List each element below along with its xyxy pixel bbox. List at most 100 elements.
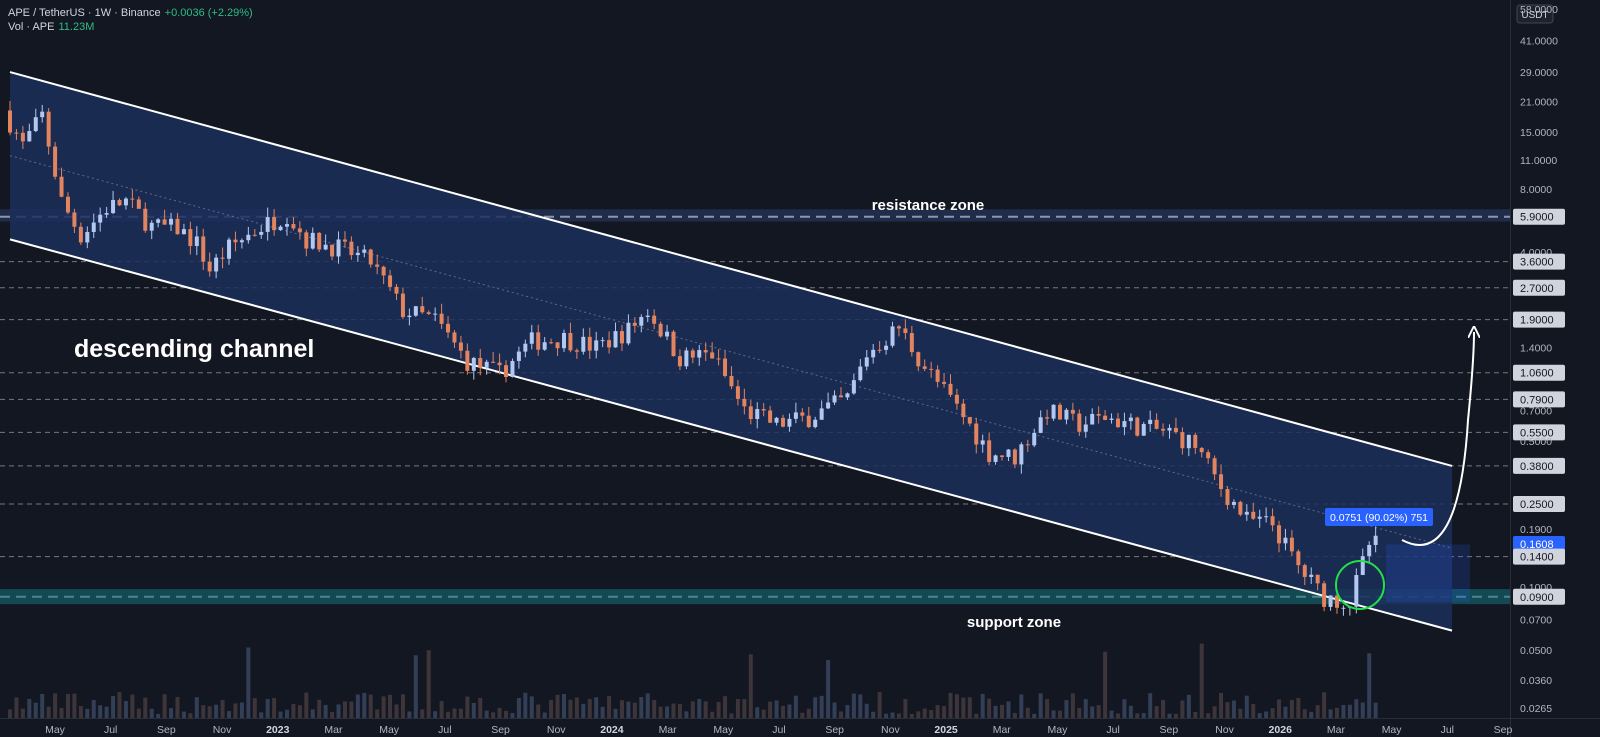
candle	[742, 388, 747, 415]
candle-body	[388, 275, 393, 287]
candle-body	[394, 286, 399, 294]
candle-body	[1315, 574, 1320, 584]
candle	[729, 366, 734, 390]
candle	[317, 232, 322, 253]
volume-bar	[1347, 704, 1352, 718]
current-price-label: 0.1608	[1520, 539, 1554, 551]
volume-bar	[497, 707, 502, 718]
volume-bar	[394, 704, 399, 718]
volume-bar	[27, 698, 32, 718]
volume-bar	[793, 695, 798, 718]
candle-body	[619, 331, 624, 344]
candle	[284, 217, 289, 236]
volume-bar	[407, 711, 412, 718]
candle	[864, 350, 869, 371]
candle	[65, 192, 70, 215]
candle-body	[220, 257, 225, 259]
candle	[1309, 567, 1314, 584]
volume-bar	[690, 701, 695, 718]
candle	[104, 206, 109, 218]
candle-body	[987, 440, 992, 462]
candle-body	[310, 232, 315, 249]
time-tick-label: 2025	[934, 724, 958, 736]
volume-bar	[716, 701, 721, 718]
volume-bar	[1058, 710, 1062, 718]
volume-bar	[1180, 700, 1185, 718]
candle	[1180, 427, 1185, 455]
candle-body	[336, 239, 341, 257]
symbol-title[interactable]: APE / TetherUS · 1W · Binance	[8, 7, 161, 19]
candle-body	[516, 351, 521, 361]
volume-bar	[504, 710, 509, 718]
volume-bar	[136, 708, 141, 718]
level-price-label: 2.7000	[1520, 283, 1554, 295]
candle	[980, 434, 985, 453]
candle	[426, 310, 431, 316]
candle-body	[259, 231, 264, 235]
candle-body	[420, 306, 425, 313]
candle	[207, 252, 212, 277]
candle	[278, 225, 283, 231]
candle-body	[1154, 419, 1159, 429]
candle-body	[1115, 418, 1120, 428]
volume-bar	[59, 707, 64, 718]
candle-body	[1212, 458, 1217, 475]
candle-body	[130, 198, 135, 200]
price-tick-label: 0.0265	[1520, 703, 1552, 715]
candle	[1000, 455, 1005, 461]
candle	[523, 339, 528, 358]
candle	[1225, 486, 1230, 510]
candle	[549, 338, 554, 345]
candle-body	[1161, 428, 1166, 431]
candle-body	[484, 361, 489, 368]
candle-body	[1244, 511, 1249, 515]
time-axis[interactable]: May Jul Sep Nov 2023 Mar May Jul Sep Nov 2024 Mar Ma…	[45, 724, 1512, 736]
candle-body	[877, 349, 882, 351]
candle	[368, 248, 373, 268]
time-tick-label: Jul	[438, 724, 451, 736]
price-tick-label: 8.0000	[1520, 184, 1552, 196]
level-price-badge	[1513, 548, 1565, 565]
volume-bar	[272, 698, 277, 718]
candle-body	[1103, 415, 1108, 420]
volume-bar	[1328, 709, 1333, 718]
volume-bar	[748, 654, 753, 718]
candle-body	[1277, 525, 1282, 544]
candle-body	[1225, 489, 1230, 505]
volume-label[interactable]: Vol · APE	[8, 21, 55, 33]
candle-body	[330, 244, 335, 257]
candle	[1193, 432, 1198, 454]
time-tick-label: Sep	[1494, 724, 1513, 736]
volume-bar	[98, 705, 103, 718]
annotation-descending-channel: descending channel	[74, 335, 314, 363]
candle-body	[1257, 516, 1262, 519]
candle-body	[716, 358, 721, 360]
volume-bar	[871, 711, 876, 718]
candle-body	[800, 412, 805, 416]
candle	[581, 328, 586, 355]
candle	[1289, 530, 1294, 557]
candle-body	[252, 234, 257, 236]
candle-body	[91, 222, 96, 233]
volume-bar	[890, 712, 895, 718]
level-price-badge	[1513, 588, 1565, 605]
candle	[568, 322, 573, 353]
volume-bar	[632, 702, 637, 718]
volume-bar	[1309, 711, 1314, 718]
volume-bar	[800, 712, 805, 718]
volume-bar	[220, 700, 225, 718]
volume-bar	[761, 709, 766, 718]
descending-channel	[9, 71, 1453, 632]
candle	[504, 360, 509, 383]
chart-legend: APE / TetherUS · 1W · Binance +0.0036 (+…	[8, 6, 253, 34]
candle-body	[806, 415, 811, 428]
volume-bar	[323, 704, 328, 718]
candle	[555, 342, 560, 357]
candle-body	[626, 322, 631, 344]
volume-bar	[1244, 695, 1249, 718]
price-tick-label: 1.4000	[1520, 342, 1552, 354]
candle	[1257, 509, 1262, 528]
candle-body	[59, 176, 64, 197]
